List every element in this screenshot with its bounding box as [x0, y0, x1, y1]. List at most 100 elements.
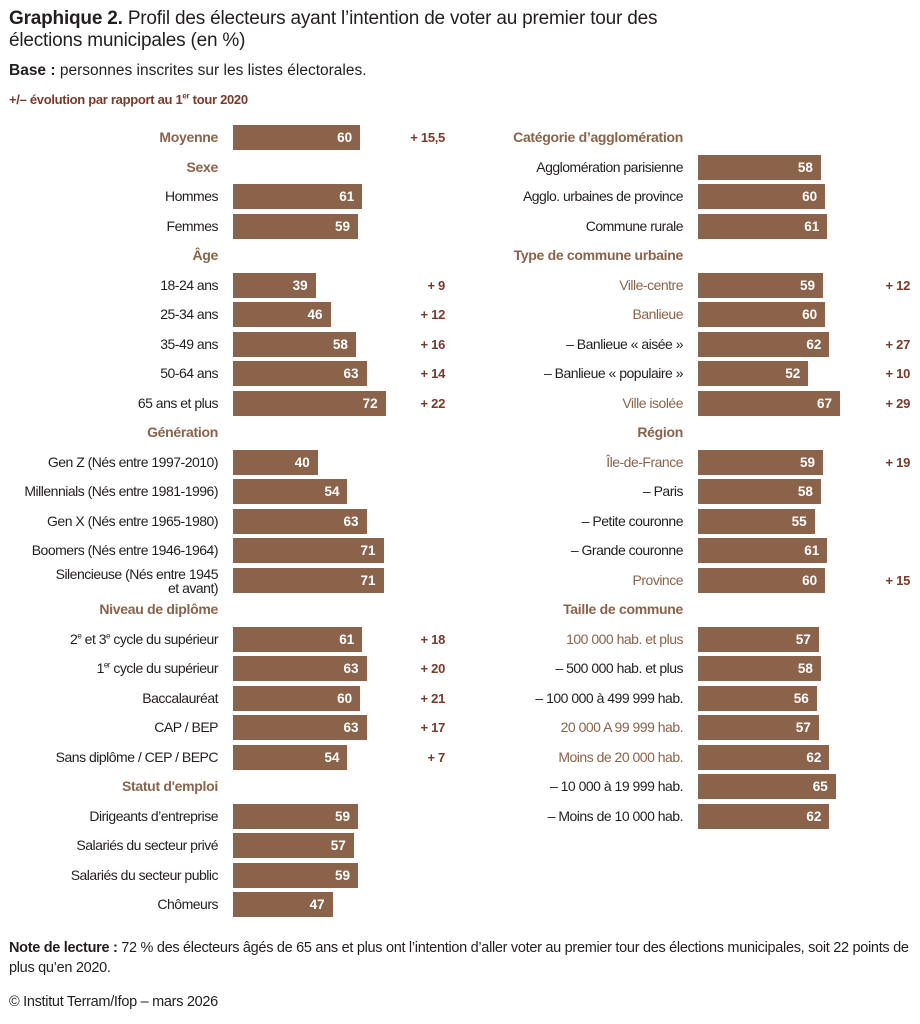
bar-value-label: 65: [812, 779, 828, 794]
bar: 59: [698, 272, 824, 298]
bar-value-label: 63: [343, 661, 359, 676]
bar-label: Moins de 20 000 hab.: [558, 748, 683, 765]
bar-label: Millennials (Nés entre 1981-1996): [24, 483, 218, 499]
bar: 62: [698, 331, 830, 357]
bar: 63: [233, 715, 367, 740]
bar-value-label: 57: [330, 838, 346, 853]
bar-value-label: 59: [335, 808, 351, 824]
bar-label: Banlieue: [632, 306, 684, 322]
bar-label: – 100 000 à 499 999 hab.: [535, 689, 683, 706]
base-text: personnes inscrites sur les listes élect…: [59, 62, 367, 79]
category-label: Génération: [147, 424, 218, 440]
bar-value-label: 57: [795, 631, 811, 647]
evolution-delta: + 15,5: [410, 130, 445, 145]
bar-row: – Banlieue « populaire » 52 + 10: [0, 359, 920, 389]
bar-label: – Moins de 10 000 hab.: [547, 807, 684, 824]
bar-label: – Grande couronne: [570, 542, 684, 558]
bar-label: 20 000 A 99 999 hab.: [560, 719, 684, 735]
bar-row: – Paris 58: [0, 477, 920, 507]
bar: 59: [233, 862, 359, 888]
category-header-row: Génération: [0, 418, 920, 448]
bar-value-label: 58: [797, 159, 813, 175]
category-label: Statut d'emploi: [121, 778, 218, 794]
evolution-delta: + 22: [420, 395, 446, 411]
bar-row: Agglo. urbaines de province 60: [0, 182, 920, 212]
bar: 40: [233, 449, 318, 475]
bar-row: Baccalauréat 60 + 21: [0, 684, 920, 714]
bar: 63: [233, 361, 367, 386]
bar-label: 35-49 ans: [160, 335, 218, 352]
bar-label: Gen Z (Nés entre 1997-2010): [47, 453, 219, 470]
bar-label: Chômeurs: [157, 896, 218, 912]
bar: 65: [698, 774, 836, 799]
bar-row: 18-24 ans 39 + 9: [0, 271, 920, 301]
bar-label: Hommes: [164, 188, 219, 204]
bar: 52: [698, 361, 809, 386]
bar-label: Silencieuse (Nés entre 1945 et avant): [55, 565, 219, 596]
bar-value-label: 72: [362, 395, 378, 411]
bar-label: Gen X (Nés entre 1965-1980): [47, 512, 218, 529]
bar-value-label: 61: [339, 631, 355, 647]
bar-row: Commune rurale 61: [0, 212, 920, 242]
bar-label: Salariés du secteur privé: [76, 837, 218, 853]
copyright: © Institut Terram/Ifop – mars 2026: [9, 994, 218, 1010]
bar: 58: [698, 154, 821, 180]
bar-row: 35-49 ans 58 + 16: [0, 330, 920, 360]
category-label: Sexe: [186, 158, 219, 175]
bar: 63: [233, 508, 367, 534]
bar-row: – 100 000 à 499 999 hab. 56: [0, 684, 920, 714]
evolution-legend-text-end: tour 2020: [189, 92, 248, 107]
bar-value-label: 60: [802, 572, 818, 588]
bar-row: Femmes 59: [0, 212, 920, 242]
bar-row: – Moins de 10 000 hab. 62: [0, 802, 920, 832]
bar-row: Gen X (Nés entre 1965-1980) 63: [0, 507, 920, 537]
bar-row: 2e et 3e cycle du supérieur 61 + 18: [0, 625, 920, 655]
bar-label: Femmes: [166, 217, 219, 234]
bar-value-label: 56: [793, 690, 809, 706]
evolution-delta: + 18: [420, 631, 446, 647]
category-header-row: Type de commune urbaine: [0, 241, 920, 271]
bar: 62: [698, 803, 830, 829]
bar: 60: [233, 125, 361, 150]
category-header-row: Niveau de diplôme: [0, 595, 920, 625]
bar-row: Salariés du secteur public 59: [0, 861, 920, 891]
bar: 60: [698, 567, 826, 593]
bar-label: Province: [632, 571, 684, 588]
bar-row: Agglomération parisienne 58: [0, 153, 920, 183]
bar-label: 2e et 3e cycle du supérieur: [70, 630, 218, 647]
bar-row: 65 ans et plus 72 + 22: [0, 389, 920, 419]
evolution-delta: + 27: [885, 336, 911, 352]
bar-value-label: 71: [360, 572, 376, 588]
category-label: Région: [637, 424, 683, 440]
bar-value-label: 62: [806, 749, 822, 765]
bar: 57: [698, 626, 819, 652]
category-header-row: Sexe: [0, 153, 920, 183]
chart-title: Graphique 2. Profil des électeurs ayant …: [9, 8, 709, 52]
bar-row: Gen Z (Nés entre 1997-2010) 40: [0, 448, 920, 478]
bar: 54: [233, 479, 348, 504]
bar: 54: [233, 744, 348, 770]
category-header-row: Catégorie d’agglomération: [0, 123, 920, 153]
bar-label: Ville isolée: [622, 394, 683, 411]
bar: 61: [698, 213, 828, 239]
bar-label: – Banlieue « aisée »: [566, 335, 683, 352]
bar-value-label: 71: [360, 543, 376, 558]
base-label: Base :: [9, 62, 56, 79]
category-label: Type de commune urbaine: [513, 247, 684, 263]
bar-row: 25-34 ans 46 + 12: [0, 300, 920, 330]
reading-note-label: Note de lecture :: [9, 940, 118, 956]
bar-value-label: 59: [800, 454, 816, 470]
bar-value-label: 55: [791, 513, 807, 529]
category-header-row: Taille de commune: [0, 595, 920, 625]
bar: 59: [233, 213, 359, 239]
evolution-delta: + 10: [885, 366, 911, 381]
bar-value-label: 59: [800, 277, 816, 293]
bar-row: – Petite couronne 55: [0, 507, 920, 537]
bar: 59: [698, 449, 824, 475]
bar: 63: [233, 656, 367, 681]
bar: 60: [233, 685, 361, 711]
bar-value-label: 63: [343, 720, 359, 735]
bar-label: Dirigeants d’entreprise: [89, 807, 218, 824]
bar-row: Île-de-France 59 + 19: [0, 448, 920, 478]
category-label: Âge: [192, 247, 218, 263]
